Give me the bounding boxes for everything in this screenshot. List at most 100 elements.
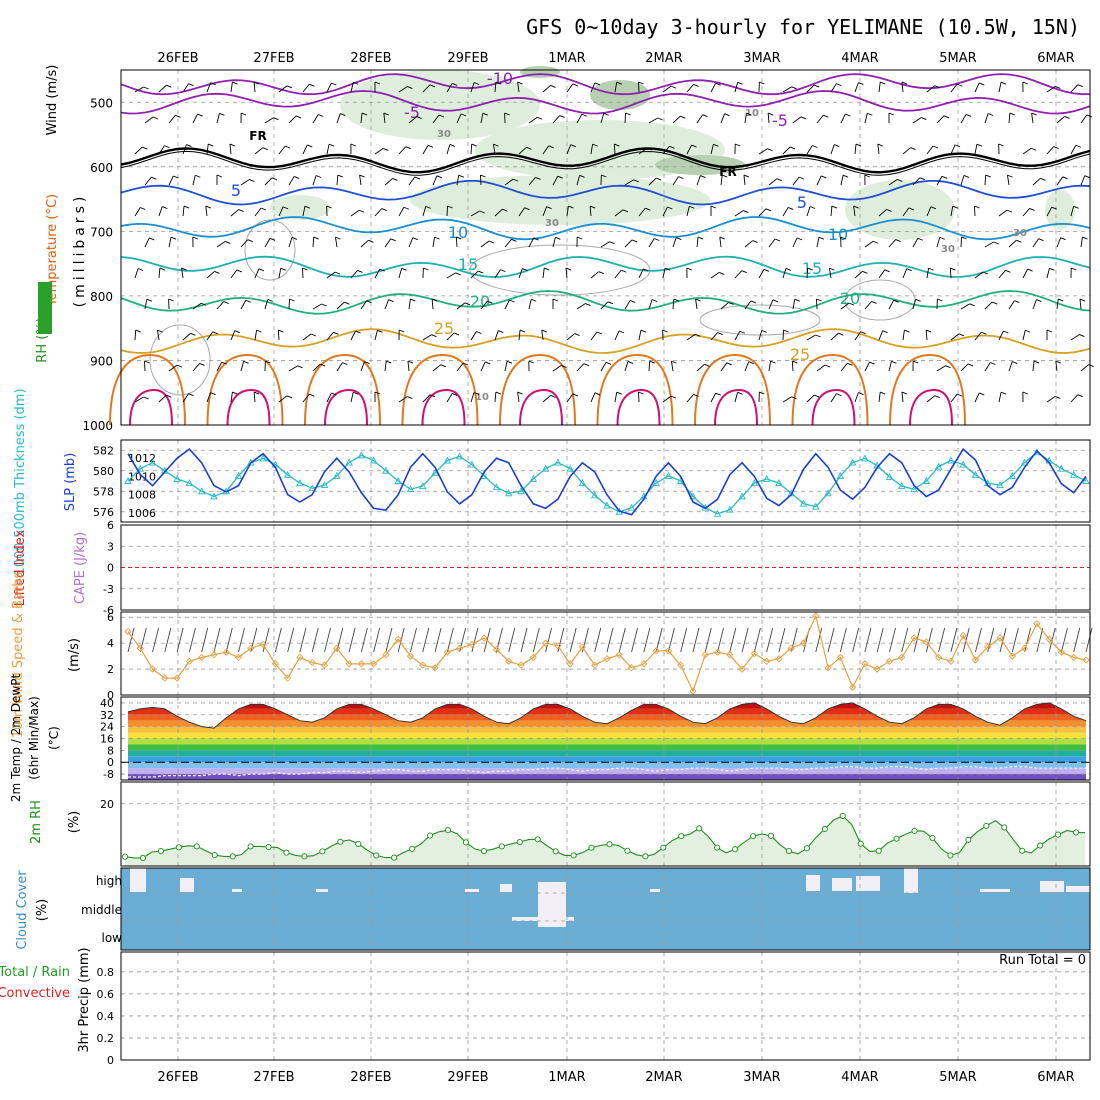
thickness-point: [517, 487, 525, 495]
wind-barb: [302, 206, 306, 217]
wind-barb-flag: [431, 298, 438, 302]
wind-barb-flag: [512, 178, 519, 182]
wind-barb: [710, 392, 717, 403]
wind-barb-flag: [934, 85, 940, 89]
wind-barb-flag: [485, 361, 491, 365]
wind-barb: [960, 303, 970, 310]
wind-barb: [600, 113, 605, 124]
pressure-tick: 800: [90, 290, 113, 304]
wind-barb: [144, 360, 146, 372]
thickness-point: [898, 482, 906, 490]
wind10-barb: [692, 627, 700, 653]
wind-barb-flag: [680, 115, 686, 119]
wind-barb-flag: [807, 267, 813, 271]
cloud-cover-cell: [1066, 886, 1090, 892]
wind10-barb: [778, 627, 786, 653]
wind10-point: [198, 653, 206, 662]
thickness-point: [1057, 464, 1066, 472]
wind10-point: [382, 651, 390, 659]
wind10-point: [443, 648, 451, 656]
rh-point: [409, 845, 416, 852]
wind-barb: [134, 207, 141, 217]
rh-point: [516, 838, 523, 846]
wind-barb-flag: [873, 240, 879, 244]
thickness-point: [197, 487, 206, 495]
temp-band: [128, 738, 1086, 745]
wind-barb: [182, 393, 189, 403]
rh-point: [767, 832, 775, 839]
wind-barb-flag: [407, 396, 413, 399]
wind-barb-flag: [495, 81, 502, 85]
wind-barbs: [134, 81, 1094, 403]
wind10-barb: [471, 627, 479, 653]
temp-band: [128, 774, 1086, 780]
thickness-point: [173, 475, 181, 482]
wind-barb-flag: [614, 143, 620, 147]
wind-barb: [734, 331, 741, 341]
wind-barb: [912, 177, 921, 186]
wind-barb: [566, 393, 574, 403]
wind-barb: [744, 361, 750, 372]
wind-barb-flag: [869, 361, 875, 365]
wind10-point: [615, 651, 623, 659]
wind-barb: [590, 331, 598, 341]
wind-barb-flag: [546, 206, 552, 210]
wind-barb-flag: [232, 391, 238, 395]
top-date-label: 28FEB: [350, 51, 391, 66]
wind-barb-flag: [405, 146, 411, 150]
wind10-barb: [446, 627, 454, 653]
wind10-barb: [348, 627, 356, 653]
wind-barb: [384, 238, 392, 248]
wind-barb: [494, 81, 497, 93]
wind-barb-flag: [192, 236, 198, 240]
wind-barb-flag: [208, 143, 214, 147]
wind-barb: [168, 115, 176, 124]
wind-barb: [494, 330, 499, 341]
wind-barb: [542, 395, 551, 403]
isotherm--10: [120, 73, 1091, 96]
wind-barb: [312, 236, 315, 248]
wind10-barb: [385, 627, 393, 653]
wind-barb-flag: [1079, 334, 1085, 337]
wind-barb-flag: [340, 113, 346, 116]
wind-barb-flag: [990, 362, 996, 365]
rh-point: [552, 848, 559, 855]
wind-barb-flag: [1086, 114, 1093, 118]
wind-barb-flag: [1005, 269, 1011, 273]
li-tick: -6: [103, 604, 114, 617]
rh-point: [803, 845, 810, 852]
wind-barb: [1022, 268, 1028, 279]
wind-barb: [446, 144, 451, 155]
rh-point: [426, 832, 434, 839]
wind-barb: [1008, 239, 1017, 248]
wind-barb: [518, 146, 527, 155]
wind-barb-flag: [814, 394, 820, 398]
isotherm-label: 5: [231, 181, 241, 200]
rh-region: [270, 195, 330, 220]
wind-barb: [504, 361, 508, 372]
wind10-point: [271, 660, 280, 668]
wind10-barb: [422, 627, 430, 653]
dewpoint-line: [128, 766, 1086, 778]
wind-barb: [926, 145, 934, 155]
isotherm-20: [120, 290, 1091, 315]
rh-point: [1055, 831, 1062, 838]
wind-barb-flag: [164, 145, 170, 149]
wind-barb-flag: [403, 206, 410, 210]
wind10-barb: [643, 627, 651, 653]
wind-barb: [432, 237, 436, 248]
temp-tick: -8: [103, 768, 114, 781]
thickness-point: [148, 458, 157, 466]
wind10-barb: [925, 627, 933, 653]
wind-barb-flag: [993, 241, 999, 245]
wind-barb-flag: [493, 143, 499, 147]
wind-barb-flag: [262, 147, 268, 151]
wind-barb: [480, 361, 486, 372]
thickness-point: [885, 472, 894, 480]
wind-barb-flag: [1060, 237, 1066, 241]
wind-barb-flag: [519, 329, 526, 333]
wind-barb: [950, 144, 956, 155]
wind-barb-flag: [867, 112, 873, 116]
thickness-point: [959, 460, 967, 468]
wind-barb-flag: [785, 268, 792, 271]
